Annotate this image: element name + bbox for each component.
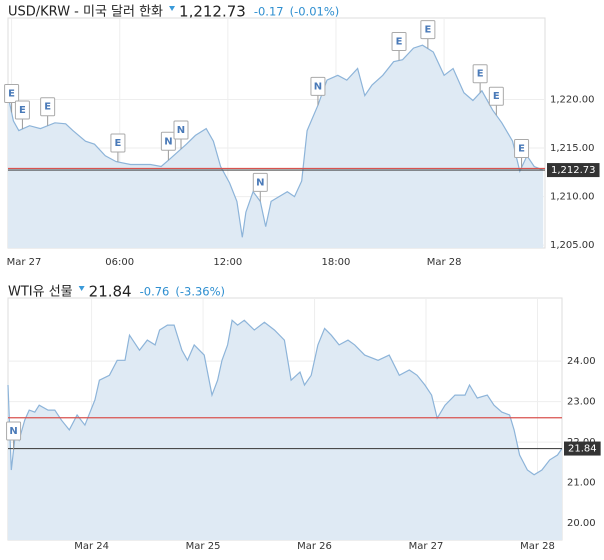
event-label: N — [9, 426, 17, 437]
y-tick-label: 21.00 — [567, 478, 596, 489]
x-tick-label: Mar 25 — [186, 541, 221, 552]
chart-title: USD/KRW - 미국 달러 한화 — [8, 5, 163, 20]
event-flag — [488, 86, 504, 106]
x-tick-label: 06:00 — [105, 257, 134, 268]
event-label: E — [8, 88, 15, 99]
x-tick-label: 12:00 — [213, 257, 242, 268]
change: -0.76 — [140, 285, 170, 299]
y-tick-label: 24.00 — [567, 356, 596, 367]
event-flag — [310, 76, 326, 96]
event-flag — [110, 133, 126, 153]
event-label: E — [424, 25, 431, 36]
price-box — [547, 163, 600, 178]
line — [7, 319, 563, 476]
event-label: N — [256, 177, 264, 188]
event-flag — [6, 421, 22, 441]
event-label: E — [518, 143, 525, 154]
event-flag — [472, 64, 488, 84]
change: -0.17 — [254, 5, 284, 19]
event-flag — [252, 172, 268, 192]
event-flag — [14, 100, 30, 120]
y-tick-label: 1,220.00 — [550, 95, 595, 106]
change-arrow — [78, 286, 85, 291]
x-tick-label: Mar 28 — [520, 541, 555, 552]
line — [7, 44, 544, 238]
event-label: E — [477, 69, 484, 80]
price-box-label: 21.84 — [568, 444, 597, 455]
event-flag — [173, 120, 189, 140]
event-label: E — [396, 37, 403, 48]
x-tick-label: Mar 27 — [409, 541, 444, 552]
event-flag — [391, 32, 407, 52]
change-percent: (-3.36%) — [175, 285, 225, 299]
event-label: N — [164, 136, 172, 147]
event-flag — [160, 131, 176, 151]
event-flag — [420, 20, 436, 40]
event-flag — [40, 97, 56, 117]
event-label: E — [115, 138, 122, 149]
event-label: E — [19, 105, 26, 116]
x-tick-label: Mar 26 — [297, 541, 332, 552]
change-percent: (-0.01%) — [290, 5, 340, 19]
chart-title: WTI유 선물 — [8, 285, 73, 300]
area-fill — [8, 320, 562, 540]
y-tick-label: 23.00 — [567, 397, 596, 408]
x-tick-label: 18:00 — [322, 257, 351, 268]
event-flag — [4, 83, 20, 103]
y-tick-label: 1,210.00 — [550, 192, 595, 203]
event-label: E — [493, 91, 500, 102]
x-tick-label: Mar 27 — [7, 257, 42, 268]
x-tick-label: Mar 24 — [74, 541, 109, 552]
x-tick-label: Mar 28 — [427, 257, 462, 268]
price: 1,212.73 — [179, 3, 246, 21]
price-box — [564, 441, 601, 456]
price: 21.84 — [89, 283, 132, 301]
area-fill — [8, 45, 544, 249]
price-box-label: 1,212.73 — [551, 165, 596, 176]
event-label: N — [177, 125, 185, 136]
y-tick-label: 1,205.00 — [550, 240, 595, 251]
event-flag — [514, 138, 530, 158]
change-arrow — [169, 6, 176, 11]
event-label: N — [314, 81, 322, 92]
y-tick-label: 20.00 — [567, 518, 596, 529]
y-tick-label: 1,215.00 — [550, 143, 595, 154]
event-label: E — [44, 102, 51, 113]
